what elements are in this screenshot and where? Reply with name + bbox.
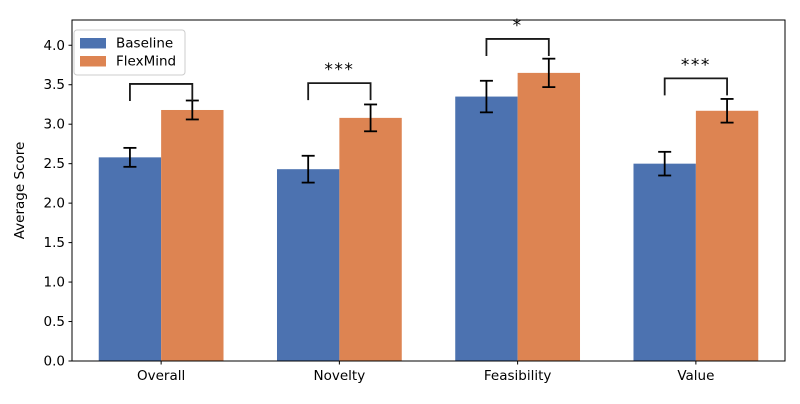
bar-flexmind	[161, 109, 224, 361]
error-bar	[479, 79, 493, 114]
significance-stars: ***	[324, 60, 354, 80]
error-bar	[720, 98, 734, 124]
y-axis-tick-label: 0.5	[44, 314, 65, 330]
y-axis-tick-label: 2.5	[44, 156, 65, 172]
bar-flexmind	[695, 110, 759, 362]
error-bar	[364, 103, 378, 133]
y-axis-tick-label: 1.0	[44, 275, 65, 291]
x-axis-tick-label: Value	[677, 368, 714, 384]
error-bar	[301, 154, 315, 184]
error-bar	[658, 150, 672, 177]
bar-baseline	[98, 157, 162, 361]
significance-bracket	[129, 83, 194, 101]
error-bar	[123, 146, 137, 168]
significance-stars: *	[513, 16, 523, 36]
legend-label: Baseline	[116, 36, 173, 52]
y-axis-tick-label: 3.0	[44, 117, 65, 133]
legend-label: FlexMind	[116, 54, 176, 70]
bar-flexmind	[517, 72, 581, 362]
significance-bracket	[663, 77, 728, 96]
bar-baseline	[276, 169, 340, 361]
bar-flexmind	[339, 117, 402, 361]
y-axis-tick-label: 3.5	[44, 77, 65, 93]
plot-area-border	[71, 19, 786, 362]
bar-baseline	[455, 96, 518, 361]
x-axis-tick-label: Overall	[137, 368, 185, 384]
y-axis-tick-label: 0.0	[44, 354, 65, 370]
y-axis-tick-label: 2.0	[44, 196, 65, 212]
significance-bracket	[485, 38, 550, 56]
x-axis-tick-label: Novelty	[314, 368, 366, 384]
bar-baseline	[633, 163, 696, 361]
legend-entry: Baseline	[80, 36, 173, 52]
y-axis-label: Average Score	[12, 142, 28, 240]
legend-swatch-baseline	[80, 38, 106, 49]
significance-bracket	[307, 82, 372, 101]
legend: Baseline FlexMind	[73, 29, 186, 76]
y-axis-tick-label: 4.0	[44, 38, 65, 54]
error-bar	[542, 57, 556, 88]
y-axis-tick-label: 1.5	[44, 235, 65, 251]
legend-swatch-flexmind	[80, 56, 106, 67]
x-axis-tick-label: Feasibility	[484, 368, 552, 384]
significance-stars: ***	[681, 55, 711, 75]
legend-entry: FlexMind	[80, 54, 176, 70]
